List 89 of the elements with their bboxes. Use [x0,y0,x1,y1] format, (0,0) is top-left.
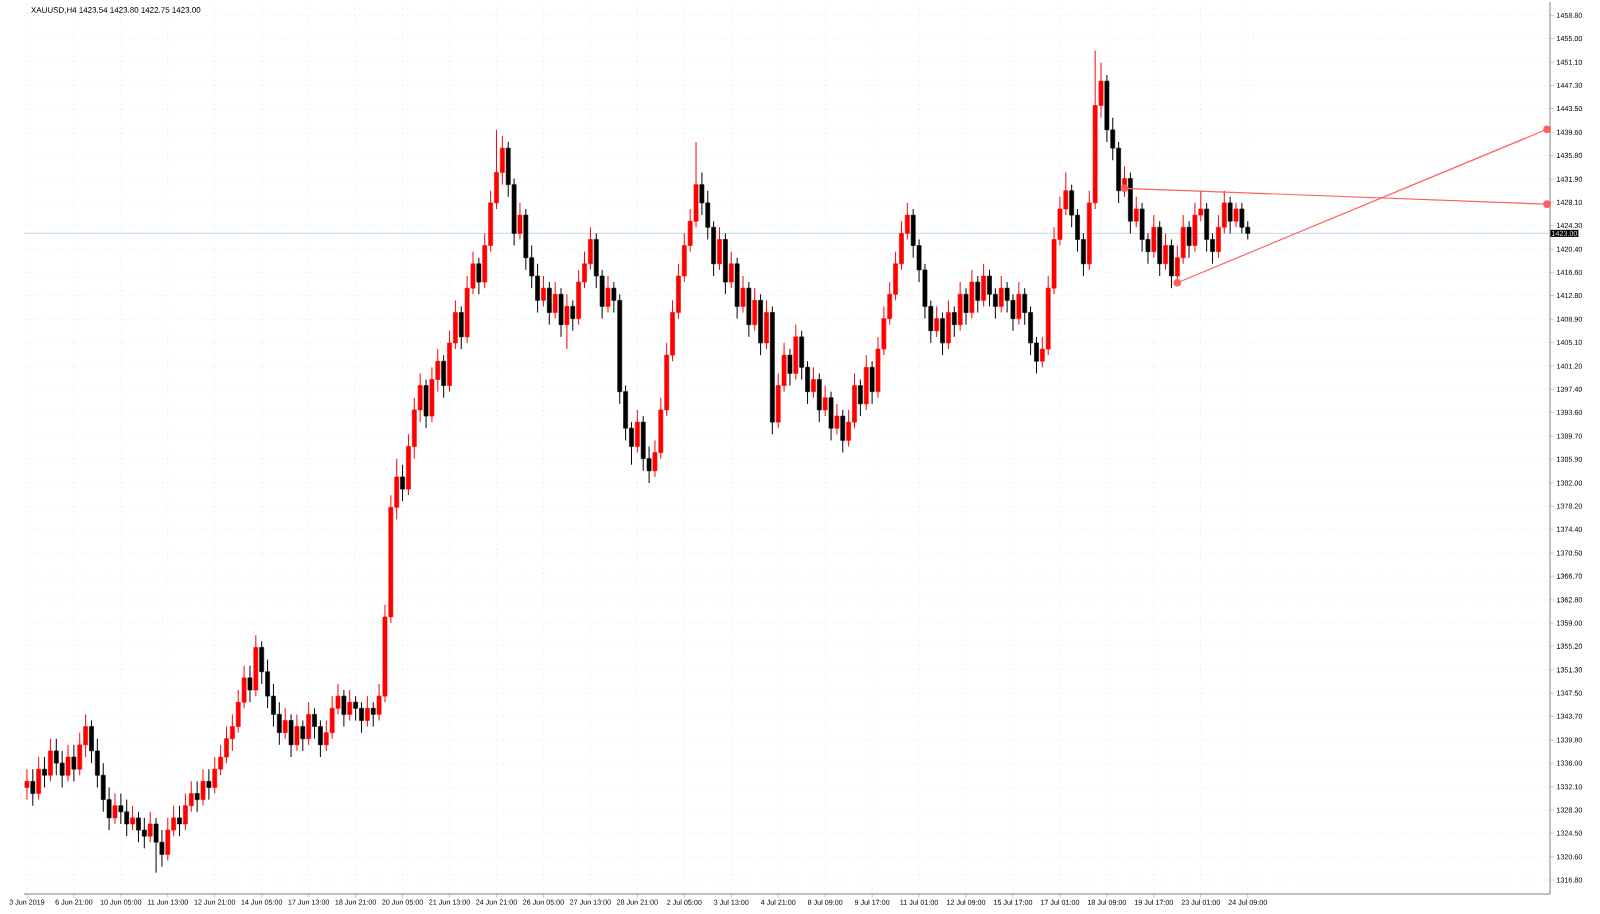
candlestick [963,287,969,326]
candlestick [981,263,986,307]
candlestick [300,719,306,752]
candlestick [370,701,376,728]
candlestick [1233,202,1239,228]
candlestick [112,793,118,825]
candlestick [48,738,53,782]
candlestick [1186,220,1192,259]
candlestick [306,701,312,746]
candlestick [341,689,347,728]
candlestick [564,293,570,350]
candlestick [834,403,840,435]
candlestick [1157,220,1163,277]
candlestick [130,805,135,831]
candlestick [65,744,71,782]
candlestick [975,275,981,314]
candlestick [365,695,370,728]
candlestick [253,634,259,697]
point [1543,125,1551,134]
candlestick [793,324,799,380]
candlestick [558,287,564,338]
candlestick [552,281,558,320]
point [1120,184,1129,193]
candlestick [458,305,464,350]
candlestick [147,811,153,843]
candlestick [71,744,77,782]
candlestick [863,354,869,411]
point [1543,200,1551,208]
candlestick [570,299,576,332]
candlestick [934,305,940,338]
candlestick [723,232,728,295]
candlestick [136,811,141,843]
candlestick [946,299,951,350]
candlestick [517,202,523,240]
candlestick [764,299,769,350]
candlestick [359,701,364,734]
candlestick [288,713,294,758]
candlestick [1128,171,1133,234]
candlestick [400,464,405,502]
candlestick [758,293,763,356]
candlestick [957,281,963,332]
point [1173,278,1182,287]
candlestick [969,269,975,320]
candlestick [30,768,36,807]
candlestick [294,713,300,752]
candlestick [605,275,611,314]
candlestick [206,768,212,801]
candlestick [787,348,793,387]
candlestick [858,378,863,417]
candlestick [940,312,945,356]
candlestick [822,385,828,417]
candlestick [998,275,1004,314]
candlestick [634,409,640,454]
candlestick [153,817,159,874]
candlestick [1163,232,1168,271]
candlestick [717,226,722,271]
candlestick [541,275,546,307]
candlestick [441,354,447,399]
candlestick [177,805,182,837]
candlestick [247,665,253,703]
candlestick [869,360,875,405]
candlestick [124,799,130,837]
candlestick [1227,196,1233,234]
candlestick [194,780,200,813]
candlestick [728,251,734,289]
candlestick [740,275,746,314]
candlestick [752,287,758,332]
candlestick [1169,238,1174,289]
candlestick [1239,202,1245,234]
candlestick [840,409,846,454]
candlestick [828,391,834,441]
candlestick [811,366,816,399]
candlestick [734,257,740,320]
candlestick [141,817,147,849]
candlestick [347,689,353,721]
candlestick [1016,281,1022,326]
candlestick [24,768,30,801]
candlestick [546,281,552,326]
candlestick [282,707,288,740]
candlestick [36,756,42,801]
candlestick [42,756,47,788]
candlestick [200,768,206,807]
candlestick [423,378,429,429]
candlestick [1151,214,1157,259]
candlestick [746,281,752,338]
candlestick [476,257,482,295]
candlestick [816,372,822,423]
candlestick [1133,196,1139,228]
candlestick [951,305,957,338]
